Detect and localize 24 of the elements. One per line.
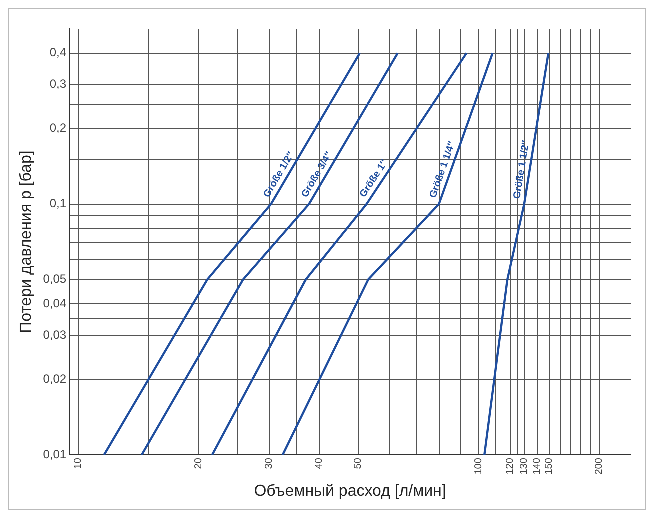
x-tick-label: 20 (194, 458, 205, 470)
x-axis-title: Объемный расход [л/мин] (254, 482, 446, 500)
x-tick-label: 140 (532, 458, 544, 475)
x-tick-label: 200 (594, 458, 606, 475)
x-tick-label: 150 (544, 458, 556, 475)
x-tick-label: 130 (519, 458, 530, 475)
y-tick-label: 0,3 (50, 76, 67, 91)
text: Größe 1 1/4″ (428, 140, 458, 200)
y-tick-label: 0,03 (43, 328, 67, 342)
y-tick-label: 0,01 (43, 447, 67, 462)
y-tick-label: 0,2 (50, 121, 67, 136)
y-tick-label: 0,4 (50, 46, 67, 60)
y-tick-label: 0,02 (43, 372, 67, 386)
x-tick-label: 120 (505, 458, 516, 475)
y-tick-label: 0,05 (43, 272, 67, 286)
x-tick-label: 50 (353, 458, 364, 470)
y-axis-title: Потери давления p [бар] (18, 150, 36, 334)
x-tick-label: 30 (264, 458, 276, 470)
x-tick-label: 40 (314, 458, 326, 470)
y-tick-label: 0,04 (43, 296, 67, 310)
y-tick-label: 0,1 (50, 196, 67, 211)
text: Größe 1 1/2″ (512, 140, 532, 200)
x-tick-label: 100 (474, 458, 485, 475)
x-tick-label: 10 (73, 458, 84, 470)
